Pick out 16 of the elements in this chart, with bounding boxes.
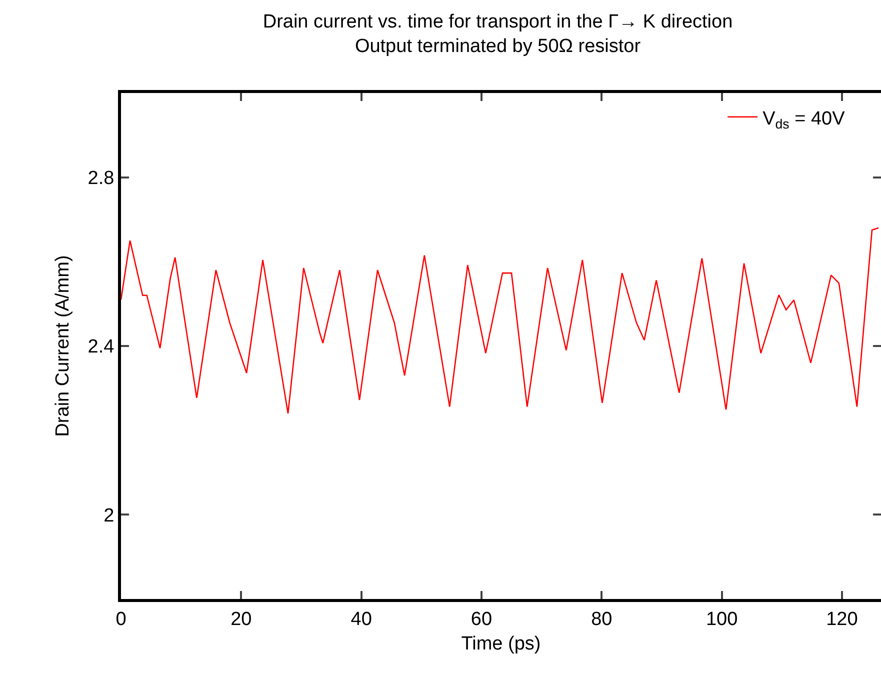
- x-tick-label: 40: [350, 608, 372, 630]
- x-tick-label: 80: [591, 608, 612, 630]
- x-tick-label: 60: [470, 608, 492, 630]
- chart-title: Drain current vs. time for transport in the Γ→ K direction: [262, 11, 733, 32]
- y-tick-label: 2.4: [88, 336, 115, 358]
- y-axis-title: Drain Current (A/mm): [52, 255, 74, 437]
- line-series: [121, 227, 880, 414]
- y-tick-label: 2: [104, 505, 114, 526]
- x-tick-label: 120: [826, 608, 858, 630]
- chart-subtitle: Output terminated by 50Ω resistor: [354, 36, 642, 58]
- x-tick-label: 20: [230, 608, 252, 630]
- legend-label: V$_{ds}$ = 40V: [762, 108, 846, 132]
- x-axis-title: Time (ps): [461, 634, 541, 655]
- x-tick-label: 100: [706, 608, 738, 630]
- y-tick-label: 2.8: [88, 168, 114, 189]
- x-tick-label: 0: [116, 608, 126, 630]
